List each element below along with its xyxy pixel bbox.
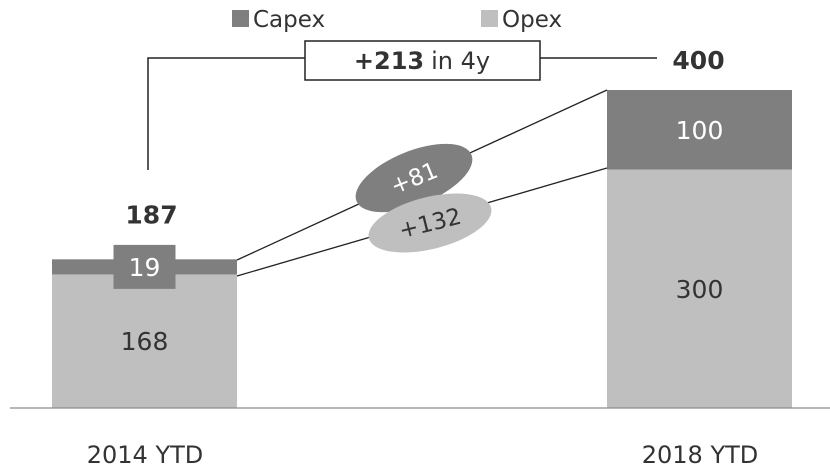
callout-bracket-left <box>147 57 305 170</box>
total-label-0: 187 <box>125 200 177 229</box>
total-label-1: 400 <box>672 46 724 75</box>
total-change-value: +213 <box>354 47 424 75</box>
bar-group: 168 19 187 300 100 400 <box>52 46 792 408</box>
bar-opex-1 <box>607 169 792 408</box>
capex-change-bubble: +81 <box>355 143 473 213</box>
data-label-opex-1: 300 <box>676 275 724 304</box>
total-change-suffix: in 4y <box>431 47 490 75</box>
data-label-capex-1: 100 <box>676 116 724 145</box>
x-tick-label-2018: 2018 YTD <box>642 441 759 468</box>
total-change-label: +213 in 4y <box>354 47 490 75</box>
legend: Capex Opex <box>232 7 562 33</box>
data-label-capex-0: 19 <box>129 253 161 282</box>
x-tick-label-2014: 2014 YTD <box>87 441 204 468</box>
bar-capex-1 <box>607 90 792 170</box>
legend-swatch-capex <box>232 10 249 27</box>
total-change-box <box>304 40 541 81</box>
legend-swatch-opex <box>481 10 498 27</box>
bar-opex-0 <box>52 274 237 408</box>
data-label-bg-capex-0 <box>113 244 176 289</box>
legend-label-capex: Capex <box>253 7 325 33</box>
legend-label-opex: Opex <box>502 7 562 33</box>
opex-change-bubble: +132 <box>368 193 492 253</box>
data-label-opex-0: 168 <box>121 327 169 356</box>
